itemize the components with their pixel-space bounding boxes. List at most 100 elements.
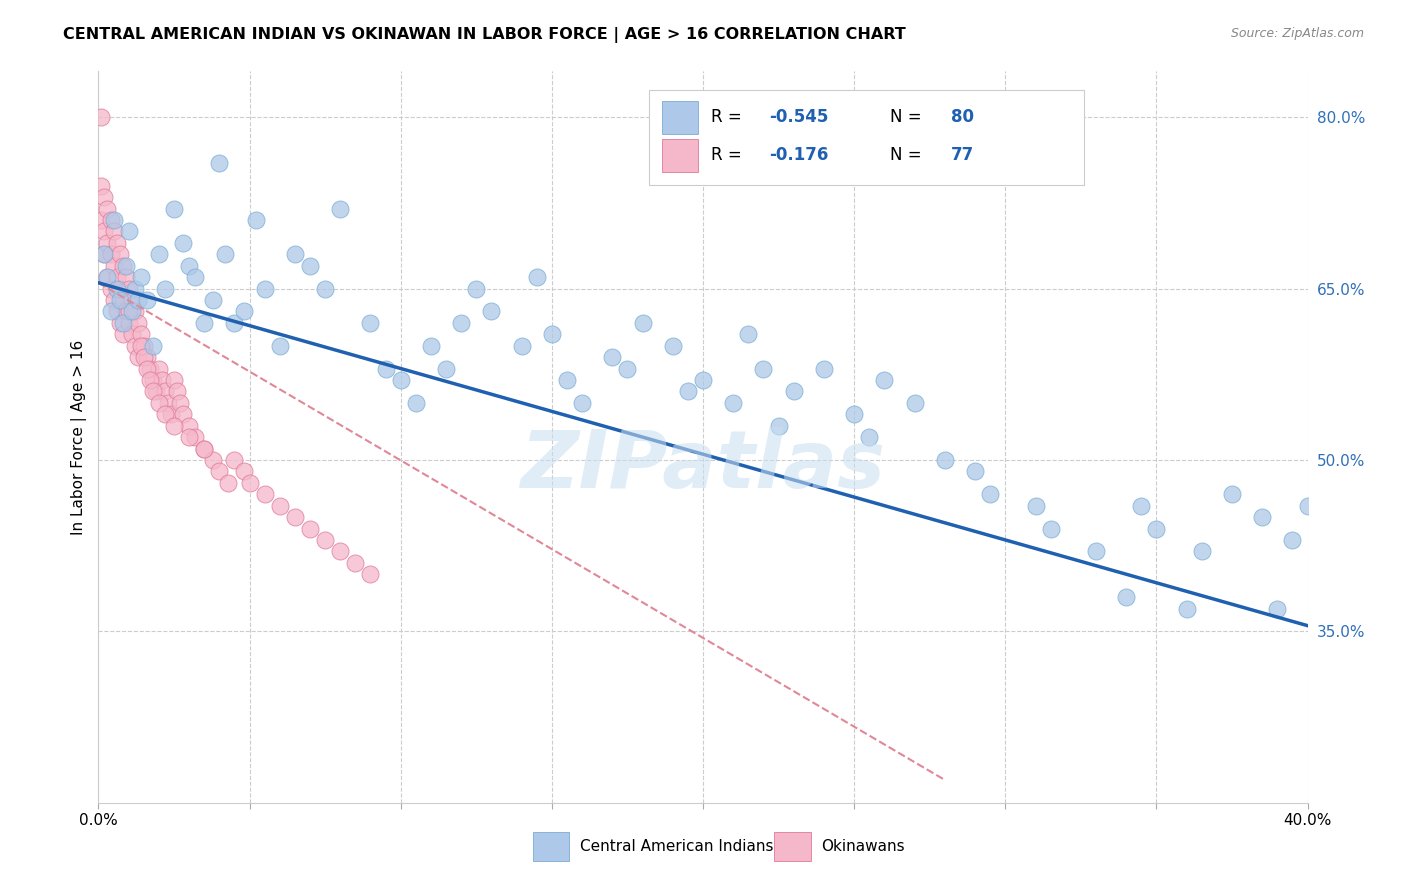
Point bbox=[105, 235, 128, 250]
Text: ZIPatlas: ZIPatlas bbox=[520, 427, 886, 506]
Text: 80: 80 bbox=[950, 109, 974, 127]
Point bbox=[631, 316, 654, 330]
Point bbox=[723, 396, 745, 410]
Point bbox=[329, 544, 352, 558]
Point bbox=[103, 259, 125, 273]
Point bbox=[121, 304, 143, 318]
Point bbox=[127, 293, 149, 307]
Point bbox=[153, 407, 176, 421]
Point bbox=[93, 247, 115, 261]
Point bbox=[108, 281, 131, 295]
Point bbox=[314, 533, 336, 547]
Point bbox=[344, 556, 367, 570]
Point bbox=[121, 327, 143, 342]
Text: CENTRAL AMERICAN INDIAN VS OKINAWAN IN LABOR FORCE | AGE > 16 CORRELATION CHART: CENTRAL AMERICAN INDIAN VS OKINAWAN IN L… bbox=[63, 27, 905, 43]
Point bbox=[100, 281, 122, 295]
Point bbox=[676, 384, 699, 399]
Point bbox=[873, 373, 896, 387]
Point bbox=[1251, 510, 1274, 524]
Point bbox=[114, 270, 136, 285]
Point bbox=[1220, 487, 1243, 501]
Point bbox=[124, 338, 146, 352]
Point bbox=[118, 304, 141, 318]
Point bbox=[299, 521, 322, 535]
Point bbox=[239, 475, 262, 490]
Point bbox=[602, 350, 624, 364]
FancyBboxPatch shape bbox=[662, 102, 699, 134]
Point bbox=[253, 487, 276, 501]
Point bbox=[904, 396, 927, 410]
Point bbox=[284, 510, 307, 524]
Point bbox=[540, 327, 562, 342]
Point bbox=[979, 487, 1001, 501]
Text: -0.176: -0.176 bbox=[769, 146, 830, 164]
Text: -0.545: -0.545 bbox=[769, 109, 830, 127]
Point bbox=[153, 281, 176, 295]
Point bbox=[737, 327, 759, 342]
Point bbox=[148, 361, 170, 376]
Point bbox=[299, 259, 322, 273]
Point bbox=[150, 373, 173, 387]
Point bbox=[768, 418, 790, 433]
Point bbox=[142, 373, 165, 387]
Text: Okinawans: Okinawans bbox=[821, 839, 905, 855]
Point bbox=[121, 293, 143, 307]
Point bbox=[93, 190, 115, 204]
Point bbox=[90, 178, 112, 193]
Point bbox=[284, 247, 307, 261]
Point bbox=[163, 418, 186, 433]
Point bbox=[108, 247, 131, 261]
Point bbox=[105, 281, 128, 295]
Point bbox=[314, 281, 336, 295]
Text: R =: R = bbox=[711, 146, 752, 164]
Point bbox=[555, 373, 578, 387]
Text: N =: N = bbox=[890, 146, 928, 164]
Point bbox=[1130, 499, 1153, 513]
Point bbox=[374, 361, 396, 376]
Point bbox=[111, 316, 134, 330]
Point bbox=[224, 316, 246, 330]
Point bbox=[127, 316, 149, 330]
Point bbox=[184, 270, 207, 285]
Point bbox=[105, 304, 128, 318]
Point bbox=[616, 361, 638, 376]
Point bbox=[389, 373, 412, 387]
Point bbox=[571, 396, 593, 410]
Point bbox=[118, 316, 141, 330]
Point bbox=[160, 407, 183, 421]
Point bbox=[169, 396, 191, 410]
Point bbox=[114, 304, 136, 318]
Point bbox=[450, 316, 472, 330]
Point bbox=[179, 430, 201, 444]
Text: N =: N = bbox=[890, 109, 928, 127]
Point bbox=[135, 350, 157, 364]
Point bbox=[1085, 544, 1108, 558]
Point bbox=[103, 213, 125, 227]
Point bbox=[526, 270, 548, 285]
Point bbox=[135, 293, 157, 307]
Point bbox=[405, 396, 427, 410]
Point bbox=[105, 270, 128, 285]
Point bbox=[132, 350, 155, 364]
FancyBboxPatch shape bbox=[775, 832, 811, 862]
Point bbox=[202, 453, 225, 467]
Point bbox=[1175, 601, 1198, 615]
Point bbox=[661, 338, 683, 352]
Point bbox=[108, 293, 131, 307]
Point bbox=[129, 338, 152, 352]
Point bbox=[179, 418, 201, 433]
Point bbox=[208, 464, 231, 478]
Point bbox=[844, 407, 866, 421]
Point bbox=[434, 361, 457, 376]
Point bbox=[103, 224, 125, 238]
Point bbox=[1281, 533, 1303, 547]
Point bbox=[148, 247, 170, 261]
Point bbox=[193, 442, 215, 456]
Point bbox=[111, 293, 134, 307]
Point bbox=[90, 213, 112, 227]
Point bbox=[269, 338, 291, 352]
Y-axis label: In Labor Force | Age > 16: In Labor Force | Age > 16 bbox=[72, 340, 87, 534]
Point bbox=[934, 453, 956, 467]
Text: Central American Indians: Central American Indians bbox=[579, 839, 773, 855]
Point bbox=[965, 464, 987, 478]
